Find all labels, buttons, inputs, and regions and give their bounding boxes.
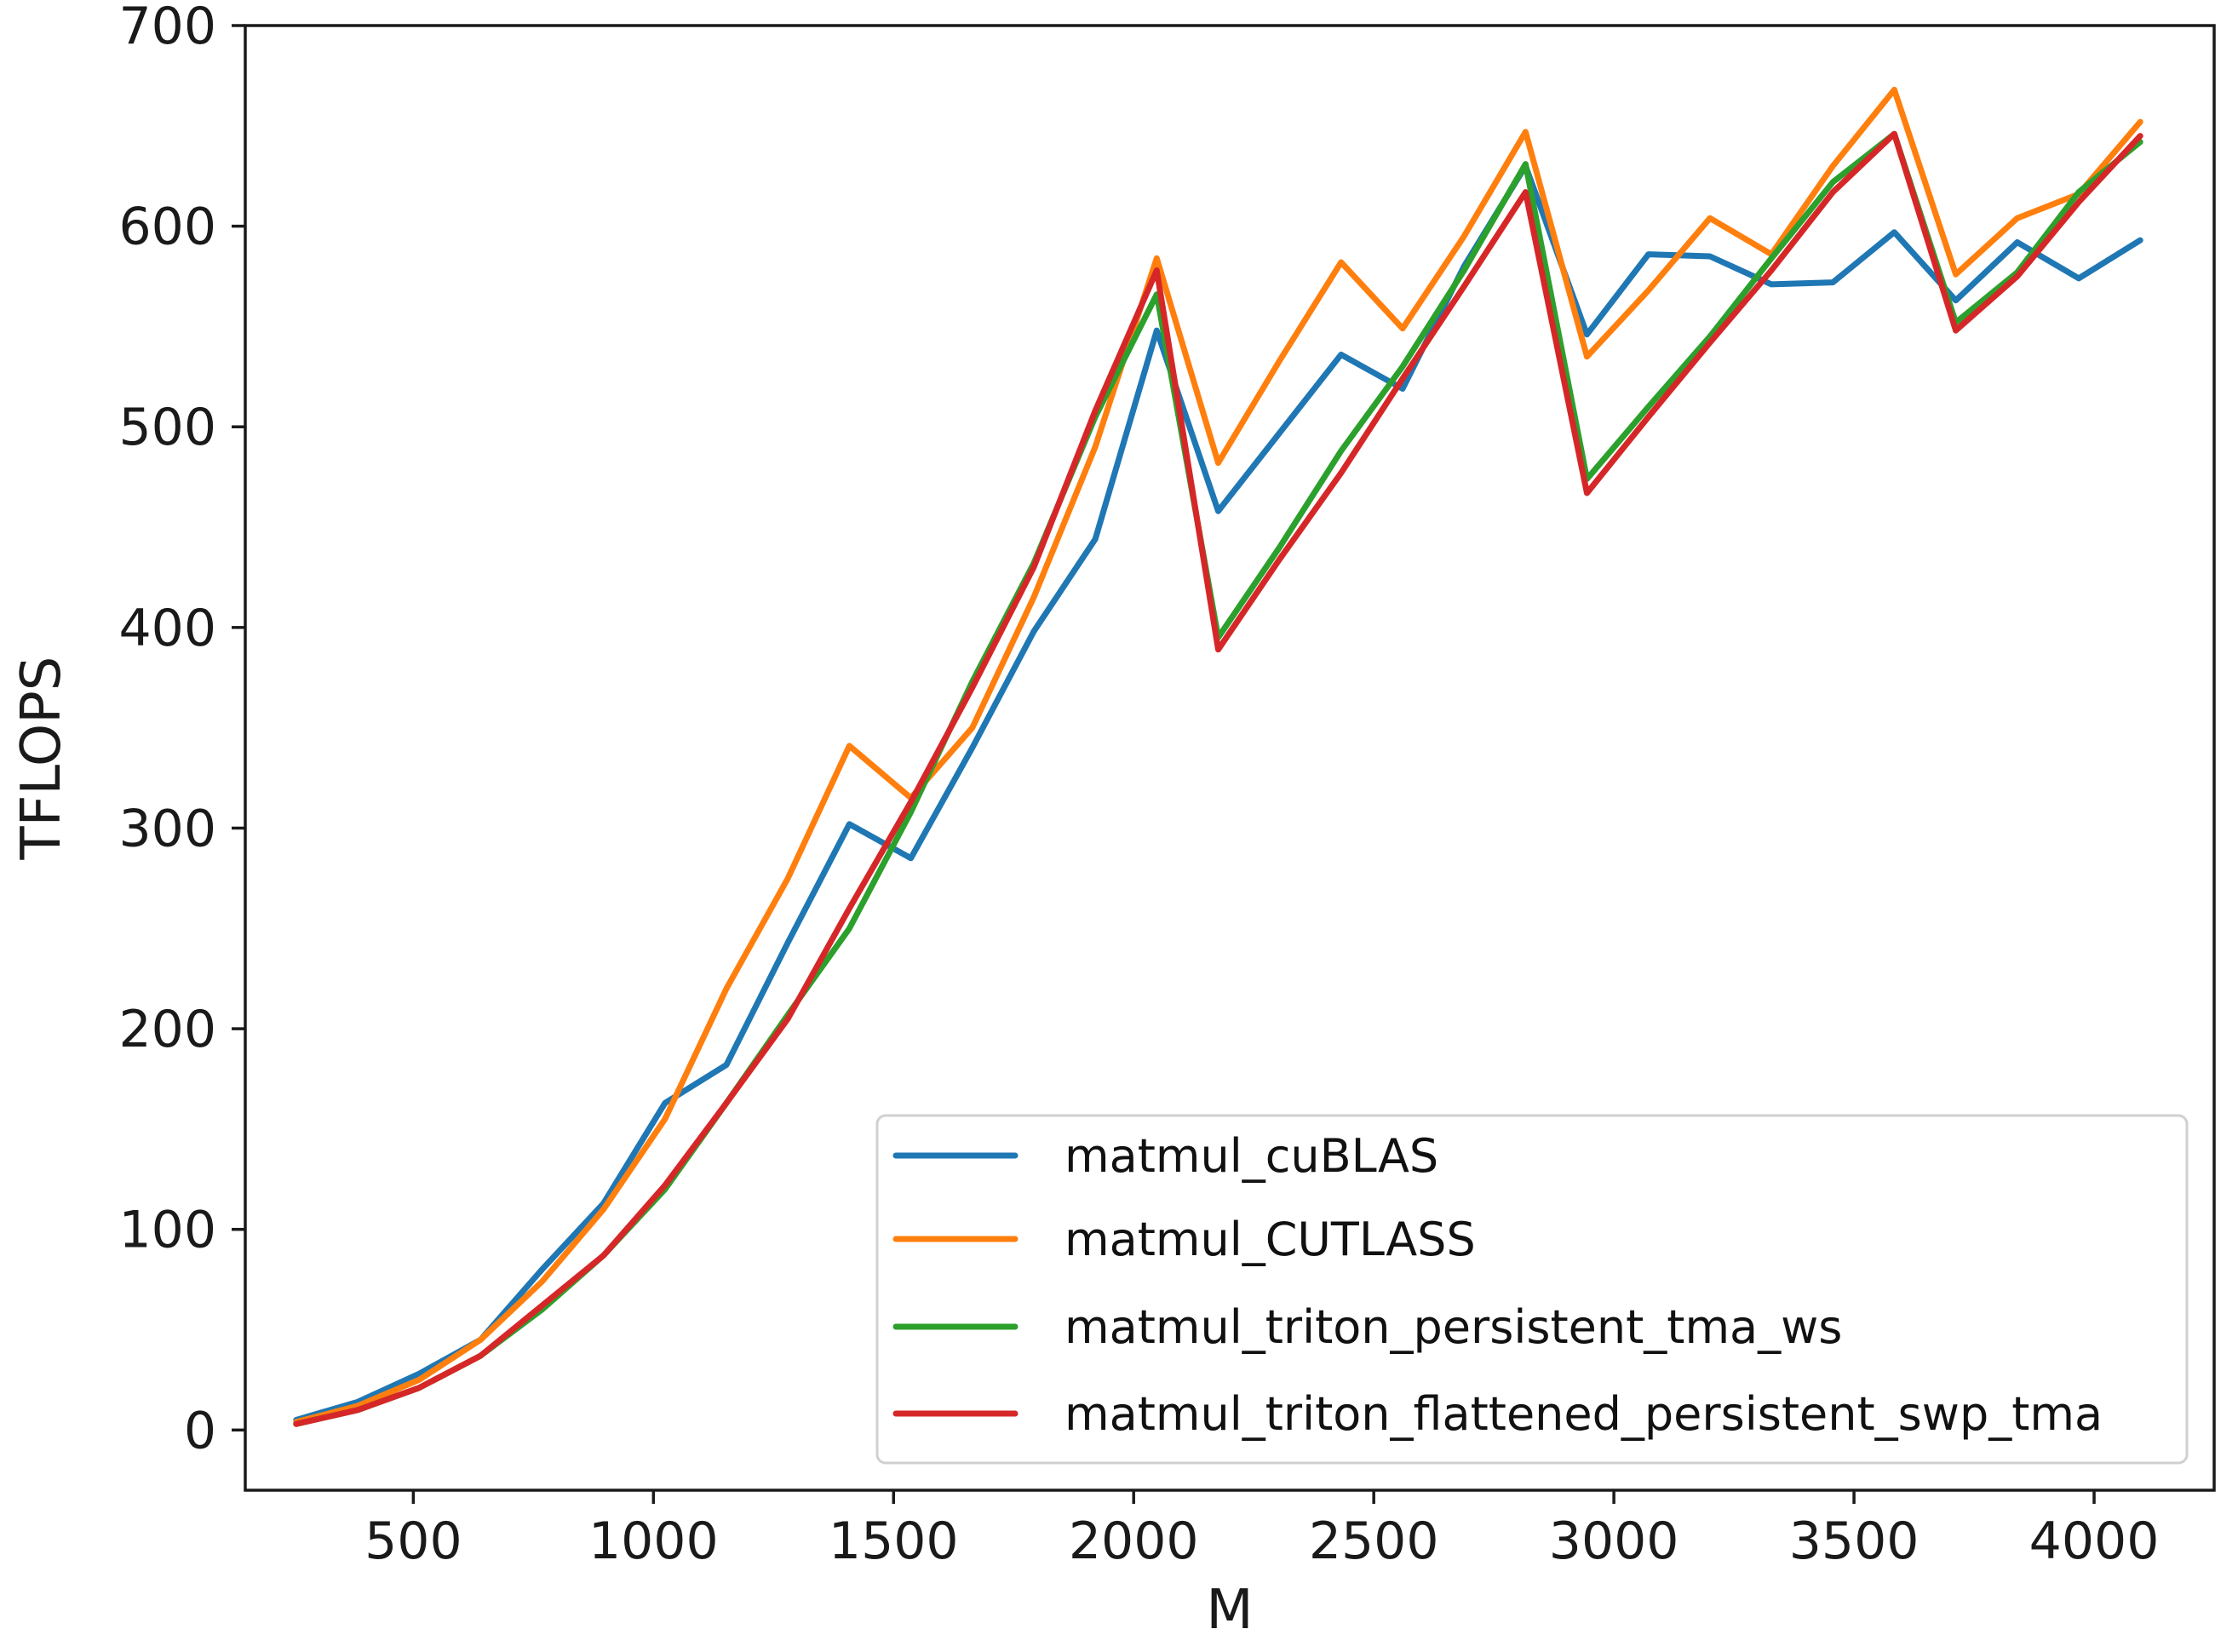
legend-box — [875, 1114, 2189, 1465]
y-tick-label: 200 — [118, 1000, 216, 1059]
x-tick-label: 4000 — [2029, 1511, 2160, 1571]
legend-label-0: matmul_cuBLAS — [1064, 1129, 1438, 1183]
y-tick-label: 100 — [118, 1201, 216, 1260]
x-axis-label: M — [1206, 1579, 1253, 1642]
legend-label-3: matmul_triton_flattened_persistent_swp_t… — [1064, 1387, 2103, 1441]
y-axis-label: TFLOPS — [10, 657, 73, 861]
legend-label-1: matmul_CUTLASS — [1064, 1213, 1476, 1266]
y-tick-label: 300 — [118, 799, 216, 858]
x-tick-label: 3000 — [1549, 1511, 1679, 1571]
legend-label-2: matmul_triton_persistent_tma_ws — [1064, 1300, 1842, 1354]
series-line-0 — [293, 163, 2143, 1423]
x-tick-label: 500 — [364, 1511, 462, 1571]
x-tick-label: 3500 — [1789, 1511, 1920, 1571]
y-tick-label: 500 — [118, 398, 216, 457]
x-tick-label: 1000 — [588, 1511, 719, 1571]
series-line-1 — [293, 86, 2143, 1425]
x-tick-label: 2500 — [1309, 1511, 1439, 1571]
x-tick-label: 2000 — [1069, 1511, 1199, 1571]
y-tick-label: 600 — [118, 198, 216, 257]
ticks-layer: 500 1000 1500 2000 2500 3000 3500 4000 0 100 200 30… — [118, 0, 2159, 1571]
y-tick-label: 0 — [184, 1401, 216, 1460]
series-line-3 — [293, 130, 2143, 1427]
series-layer — [293, 86, 2143, 1427]
x-tick-label: 1500 — [829, 1511, 959, 1571]
legend: matmul_cuBLAS matmul_CUTLASS matmul_triton… — [875, 1114, 2189, 1465]
y-tick-label: 400 — [118, 599, 216, 658]
y-tick-label: 700 — [118, 0, 216, 56]
plot-frame — [244, 24, 2216, 1492]
